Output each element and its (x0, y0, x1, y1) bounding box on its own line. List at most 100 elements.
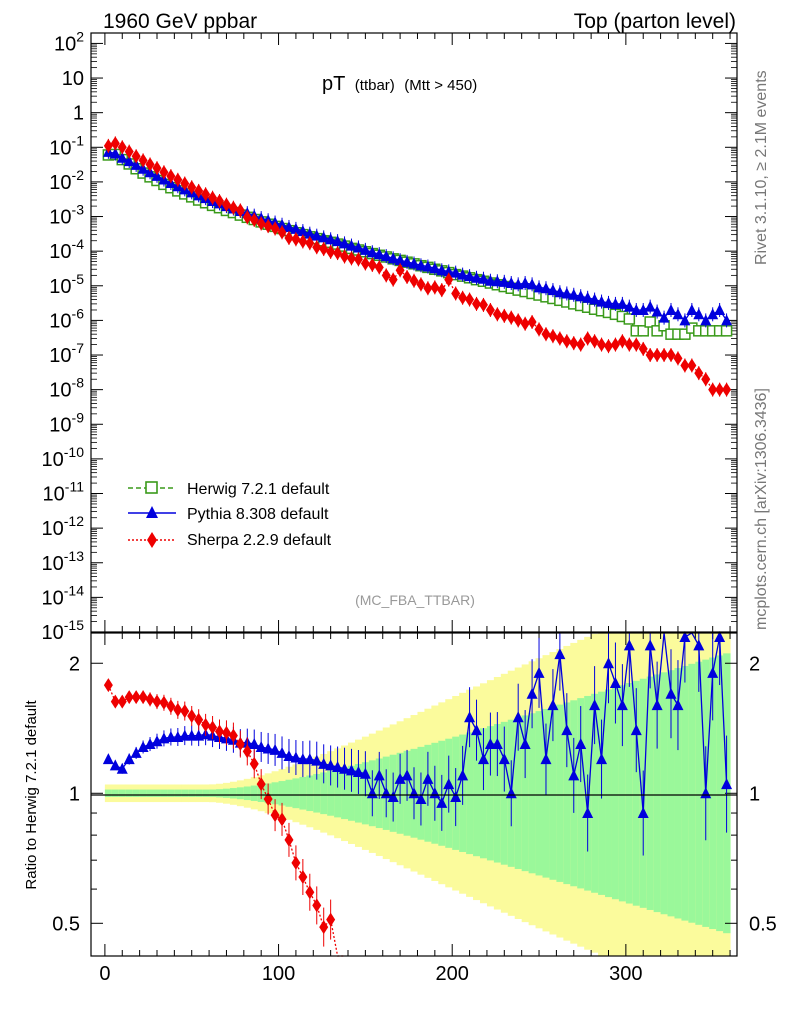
marker-sherpa (145, 157, 155, 172)
y-tick-label: 10-3 (49, 202, 84, 229)
ratio-line-sherpa (107, 684, 345, 957)
marker-pythia (491, 275, 503, 287)
marker-sherpa (666, 348, 676, 363)
marker-sherpa (298, 234, 308, 249)
legend-marker-herwig (145, 481, 158, 494)
band-inner (486, 726, 495, 861)
marker-sherpa (381, 268, 391, 283)
band-inner (632, 680, 641, 906)
y-tick-label: 10-13 (42, 548, 85, 575)
marker-pythia (582, 291, 594, 303)
legend-entry-pythia: Pythia 8.308 default (128, 506, 329, 523)
ratio-marker-pythia (318, 757, 330, 769)
marker-pythia (422, 260, 434, 272)
band-inner (209, 789, 217, 798)
y-tick-label: 10-5 (49, 271, 84, 298)
marker-sherpa (465, 292, 475, 307)
band-inner (688, 663, 696, 923)
marker-pythia (325, 233, 337, 245)
ratio-marker-sherpa (305, 885, 315, 900)
marker-sherpa (451, 286, 461, 301)
marker-sherpa (242, 210, 252, 225)
ratio-marker-sherpa (117, 694, 127, 709)
marker-pythia (616, 297, 628, 309)
ratio-marker-pythia (498, 753, 510, 765)
ratio-marker-pythia (477, 753, 489, 765)
legend-label-sherpa: Sherpa 2.2.9 default (187, 532, 332, 549)
band-inner (299, 776, 307, 810)
ratio-marker-pythia (609, 677, 621, 689)
band-inner (709, 657, 717, 930)
marker-pythia (700, 314, 712, 326)
x-tick-label: 100 (262, 963, 295, 985)
marker-pythia (137, 162, 149, 174)
marker-pythia (123, 155, 135, 167)
marker-pythia (471, 271, 483, 283)
legend-marker-sherpa (147, 532, 157, 548)
legend-entry-sherpa: Sherpa 2.2.9 default (128, 532, 332, 549)
header-left: 1960 GeV ppbar (103, 10, 257, 33)
marker-sherpa (610, 337, 620, 352)
band-inner (577, 698, 585, 889)
marker-sherpa (374, 260, 384, 275)
y-tick-label: 10-1 (49, 132, 84, 159)
band-inner (716, 655, 724, 932)
marker-pythia (540, 282, 552, 294)
marker-sherpa (499, 308, 509, 323)
marker-pythia (561, 287, 573, 299)
marker-herwig (679, 328, 691, 340)
ratio-panel-frame (90, 632, 738, 957)
ratio-marker-pythia (137, 740, 149, 752)
ratio-marker-pythia (443, 778, 455, 790)
ratio-marker-pythia (582, 807, 594, 819)
band-inner (167, 789, 175, 797)
ratio-marker-pythia (401, 769, 413, 781)
band-inner (306, 775, 314, 812)
band-inner (667, 670, 675, 917)
ratio-marker-sherpa (215, 724, 225, 739)
ratio-marker-pythia (339, 762, 351, 774)
ratio-marker-sherpa (145, 692, 155, 707)
marker-sherpa (478, 297, 488, 312)
ratio-marker-pythia (637, 807, 649, 819)
marker-pythia (505, 277, 517, 289)
band-inner (118, 789, 127, 797)
ratio-marker-pythia (707, 666, 719, 678)
band-inner (605, 689, 613, 898)
ratio-marker-pythia (672, 699, 684, 711)
marker-sherpa (340, 249, 350, 264)
marker-pythia (352, 241, 364, 253)
y-tick-label: 10-8 (49, 375, 84, 402)
band-inner (500, 721, 509, 865)
marker-sherpa (333, 246, 343, 261)
marker-pythia (575, 290, 587, 302)
band-inner (341, 767, 349, 820)
marker-sherpa (603, 339, 613, 354)
marker-sherpa (346, 251, 356, 266)
ratio-y-tick-label-right: 0.5 (749, 913, 777, 935)
ratio-marker-pythia (540, 753, 552, 765)
marker-sherpa (187, 180, 197, 195)
ratio-marker-pythia (283, 749, 295, 761)
marker-sherpa (291, 232, 301, 247)
y-tick-label: 10-14 (42, 582, 85, 609)
marker-pythia (387, 252, 399, 264)
ratio-marker-pythia (387, 791, 399, 803)
ratio-marker-sherpa (152, 694, 162, 709)
ratio-marker-pythia (116, 762, 128, 774)
ratio-marker-pythia (130, 746, 142, 758)
marker-pythia (672, 308, 684, 320)
marker-sherpa (708, 382, 718, 397)
marker-pythia (408, 257, 420, 269)
marker-pythia (623, 300, 635, 312)
marker-sherpa (159, 165, 169, 180)
ratio-marker-sherpa (221, 725, 231, 740)
band-inner (139, 789, 148, 797)
ratio-marker-sherpa (194, 712, 204, 727)
ratio-marker-pythia (616, 699, 628, 711)
band-inner (285, 779, 293, 807)
ratio-marker-sherpa (166, 699, 176, 714)
side-label-mcplots: mcplots.cern.ch [arXiv:1306.3436] (753, 388, 770, 630)
marker-pythia (679, 314, 691, 326)
ratio-marker-pythia (297, 753, 309, 765)
